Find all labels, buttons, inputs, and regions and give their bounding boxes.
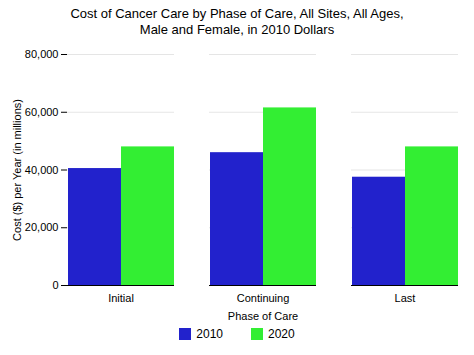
svg-text:20,000: 20,000 [25, 221, 59, 233]
svg-text:Cost ($) per Year (in millions: Cost ($) per Year (in millions) [11, 99, 23, 241]
svg-text:40,000: 40,000 [25, 164, 59, 176]
html-text:2010: 2010 [196, 327, 223, 341]
html-text:2020: 2020 [268, 327, 295, 341]
svg-text:0: 0 [52, 279, 58, 291]
svg-text:Continuing: Continuing [237, 292, 290, 304]
svg-text:Initial: Initial [108, 292, 134, 304]
svg-text:Last: Last [395, 292, 416, 304]
svg-text:Phase of Care: Phase of Care [228, 310, 298, 322]
svg-text:60,000: 60,000 [25, 106, 59, 118]
svg-text:80,000: 80,000 [25, 48, 59, 60]
html-text:Cost of Cancer Care by Phase o: Cost of Cancer Care by Phase of Care, Al… [70, 6, 404, 37]
